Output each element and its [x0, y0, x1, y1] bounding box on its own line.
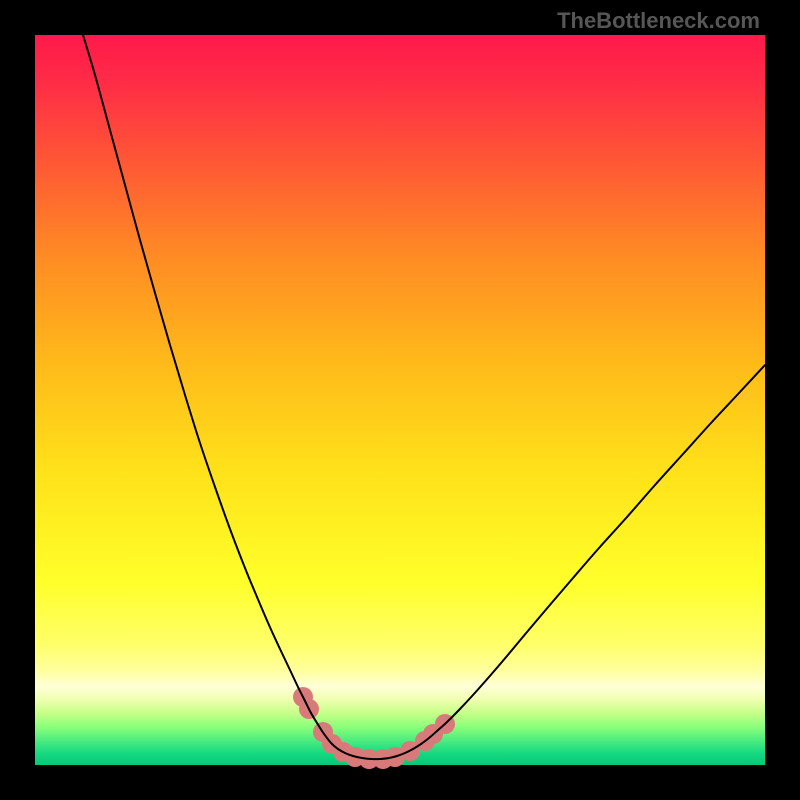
marker-group — [293, 687, 455, 769]
watermark-text: TheBottleneck.com — [557, 8, 760, 34]
plot-area — [35, 35, 765, 765]
curve-layer — [35, 35, 765, 765]
chart-frame: TheBottleneck.com — [0, 0, 800, 800]
v-curve — [83, 35, 765, 759]
